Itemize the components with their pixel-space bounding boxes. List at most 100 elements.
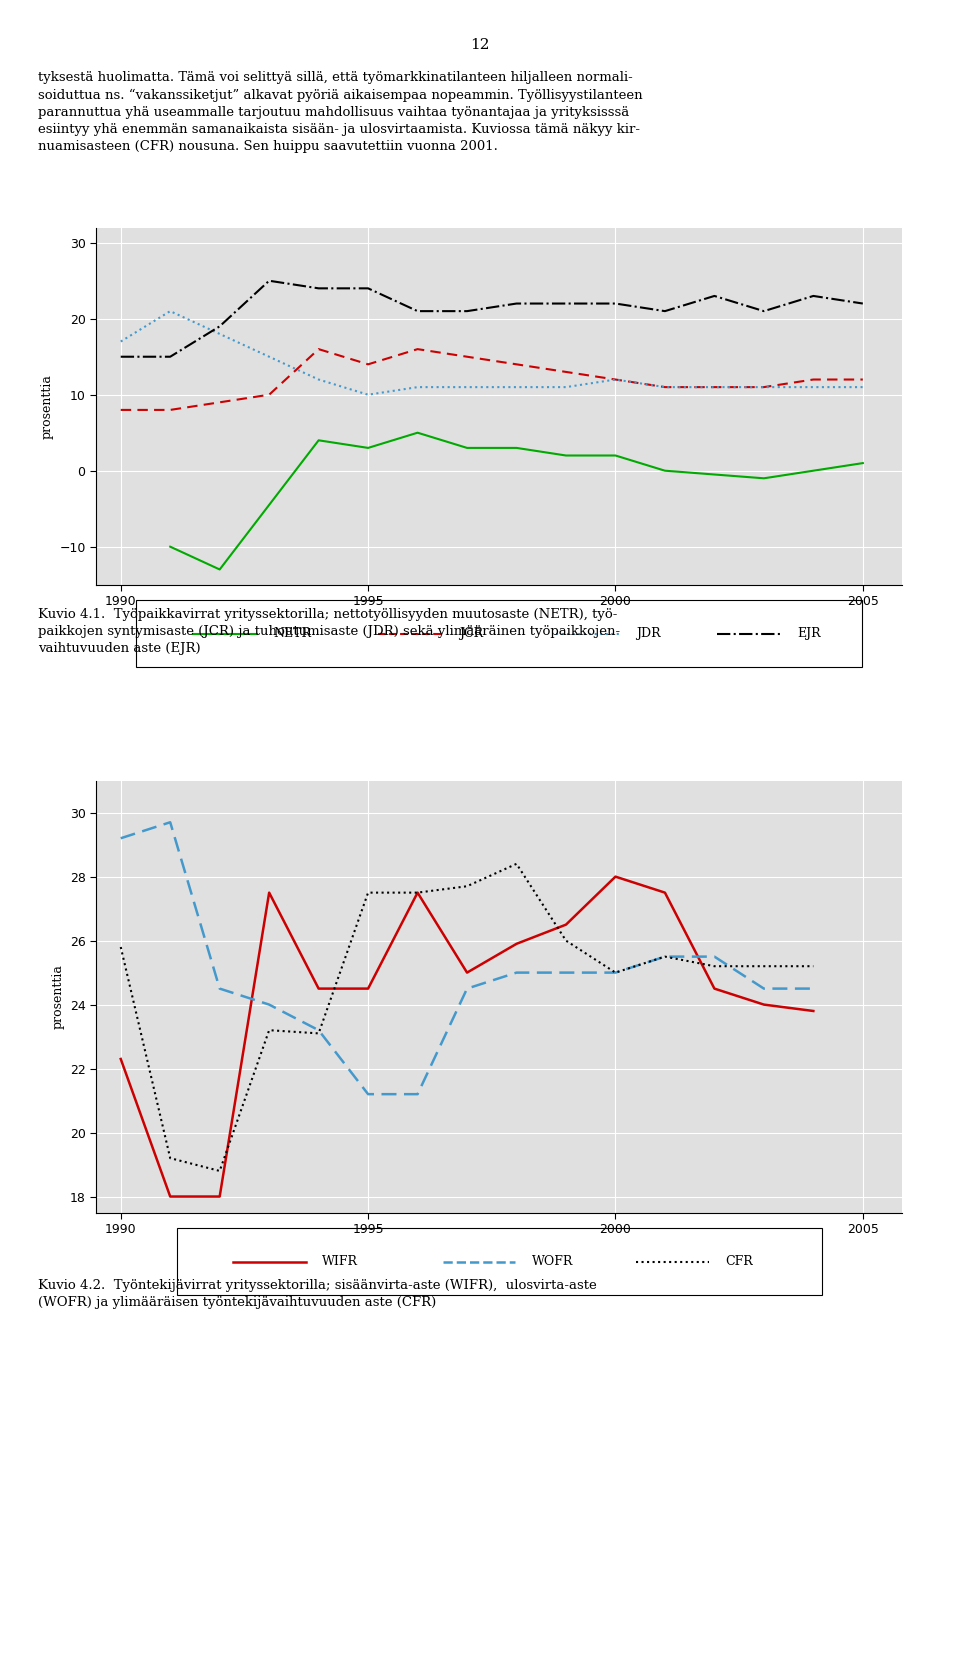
EJR <box>708 286 720 306</box>
WIFR <box>263 882 275 902</box>
JDR <box>758 377 770 397</box>
JCR <box>115 400 127 420</box>
NETR <box>758 468 770 488</box>
CFR <box>708 957 720 977</box>
JCR <box>807 369 819 389</box>
CFR <box>164 1148 176 1168</box>
EJR <box>263 271 275 291</box>
WOFR <box>263 995 275 1015</box>
Line: WIFR: WIFR <box>121 877 813 1196</box>
NETR <box>857 453 869 473</box>
JCR <box>412 339 423 359</box>
Text: JCR: JCR <box>459 628 483 639</box>
CFR <box>412 882 423 902</box>
EJR <box>164 347 176 367</box>
Text: Kuvio 4.2.  Työntekijävirrat yrityssektorilla; sisäänvirta-aste (WIFR),  ulosvir: Kuvio 4.2. Työntekijävirrat yrityssektor… <box>38 1279 597 1309</box>
Text: WOFR: WOFR <box>532 1256 573 1267</box>
WIFR <box>660 882 671 902</box>
CFR <box>511 854 522 874</box>
WOFR <box>214 978 226 998</box>
JCR <box>313 339 324 359</box>
Text: CFR: CFR <box>725 1256 753 1267</box>
EJR <box>511 294 522 314</box>
WOFR <box>561 963 572 983</box>
CFR <box>561 930 572 950</box>
Line: JDR: JDR <box>121 311 863 395</box>
JDR <box>610 369 621 389</box>
JDR <box>857 377 869 397</box>
JDR <box>462 377 473 397</box>
WIFR <box>758 995 770 1015</box>
JDR <box>362 385 373 405</box>
EJR <box>214 316 226 336</box>
JCR <box>758 377 770 397</box>
JDR <box>412 377 423 397</box>
NETR <box>660 460 671 480</box>
WIFR <box>115 1050 127 1070</box>
JCR <box>263 385 275 405</box>
NETR <box>412 424 423 443</box>
Text: JDR: JDR <box>636 628 660 639</box>
JDR <box>115 332 127 352</box>
JCR <box>164 400 176 420</box>
Text: Kuvio 4.1.  Työpaikkavirrat yrityssektorilla; nettotyöllisyyden muutosaste (NETR: Kuvio 4.1. Työpaikkavirrat yrityssektori… <box>38 608 620 654</box>
NETR <box>610 445 621 465</box>
WIFR <box>807 1002 819 1022</box>
Text: NETR: NETR <box>274 628 311 639</box>
CFR <box>313 1023 324 1043</box>
Y-axis label: prosenttia: prosenttia <box>40 374 54 439</box>
JCR <box>610 369 621 389</box>
Y-axis label: prosenttia: prosenttia <box>51 963 64 1030</box>
JDR <box>313 369 324 389</box>
Line: NETR: NETR <box>170 434 863 570</box>
EJR <box>462 301 473 321</box>
EJR <box>313 279 324 299</box>
NETR <box>462 439 473 458</box>
CFR <box>214 1161 226 1181</box>
EJR <box>412 301 423 321</box>
NETR <box>561 445 572 465</box>
WOFR <box>610 963 621 983</box>
WOFR <box>462 978 473 998</box>
WOFR <box>758 978 770 998</box>
CFR <box>263 1020 275 1040</box>
JDR <box>164 301 176 321</box>
Bar <box>177 1227 822 1296</box>
JCR <box>708 377 720 397</box>
JDR <box>708 377 720 397</box>
EJR <box>758 301 770 321</box>
CFR <box>362 882 373 902</box>
Line: JCR: JCR <box>121 349 863 410</box>
CFR <box>115 937 127 957</box>
WIFR <box>708 978 720 998</box>
WIFR <box>362 978 373 998</box>
NETR <box>214 560 226 580</box>
WOFR <box>412 1085 423 1105</box>
JCR <box>857 369 869 389</box>
JCR <box>511 354 522 374</box>
JCR <box>362 354 373 374</box>
Text: tyksestä huolimatta. Tämä voi selittyä sillä, että työmarkkinatilanteen hiljalle: tyksestä huolimatta. Tämä voi selittyä s… <box>38 71 643 153</box>
CFR <box>660 947 671 967</box>
CFR <box>758 957 770 977</box>
NETR <box>362 439 373 458</box>
NETR <box>511 439 522 458</box>
Text: WIFR: WIFR <box>322 1256 358 1267</box>
WOFR <box>164 812 176 832</box>
WOFR <box>313 1020 324 1040</box>
EJR <box>561 294 572 314</box>
WIFR <box>561 915 572 935</box>
EJR <box>857 294 869 314</box>
WIFR <box>412 882 423 902</box>
WIFR <box>313 978 324 998</box>
EJR <box>807 286 819 306</box>
NETR <box>164 537 176 556</box>
WOFR <box>660 947 671 967</box>
CFR <box>462 877 473 897</box>
WIFR <box>164 1186 176 1206</box>
EJR <box>610 294 621 314</box>
Line: CFR: CFR <box>121 864 813 1171</box>
WIFR <box>462 963 473 983</box>
JDR <box>807 377 819 397</box>
JDR <box>561 377 572 397</box>
